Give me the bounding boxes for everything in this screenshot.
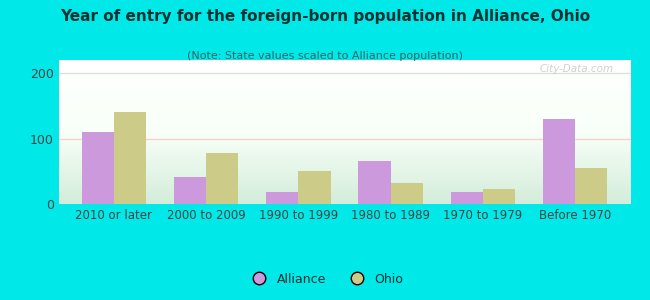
Bar bbox=[483, 189, 515, 204]
Bar bbox=[543, 119, 575, 204]
Bar bbox=[174, 176, 206, 204]
Bar bbox=[391, 183, 423, 204]
Text: City-Data.com: City-Data.com bbox=[540, 64, 614, 74]
Bar bbox=[450, 192, 483, 204]
Bar bbox=[206, 153, 239, 204]
Bar bbox=[298, 171, 331, 204]
Bar bbox=[114, 112, 146, 204]
Text: (Note: State values scaled to Alliance population): (Note: State values scaled to Alliance p… bbox=[187, 51, 463, 61]
Legend: Alliance, Ohio: Alliance, Ohio bbox=[242, 268, 408, 291]
Bar bbox=[358, 161, 391, 204]
Text: Year of entry for the foreign-born population in Alliance, Ohio: Year of entry for the foreign-born popul… bbox=[60, 9, 590, 24]
Bar bbox=[81, 132, 114, 204]
Bar bbox=[266, 192, 298, 204]
Bar bbox=[575, 168, 608, 204]
